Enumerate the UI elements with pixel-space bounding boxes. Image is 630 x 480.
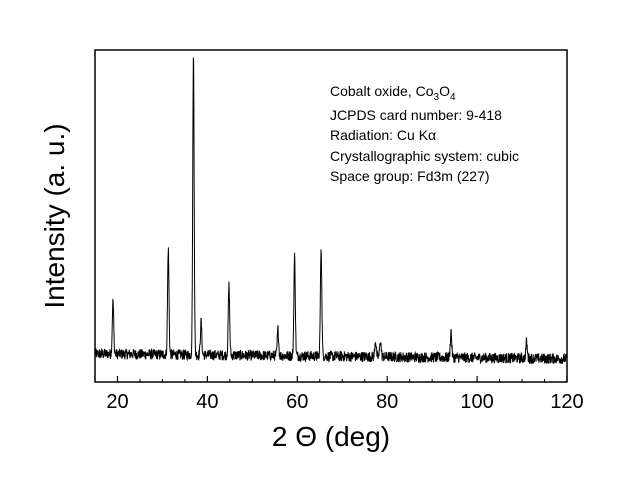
x-tick-label: 40 [196,391,218,413]
x-axis-ticks: 20 40 60 80 100 120 [94,376,584,413]
plot-frame [94,49,568,383]
annotation-line-2: JCPDS card number: 9-418 [330,107,502,123]
series-line [94,57,568,364]
y-axis-title: Intensity (a. u.) [39,123,70,308]
annotation-line-1: Cobalt oxide, Co3O4 [330,83,456,103]
x-tick-label: 20 [106,391,128,413]
annotation-box: Cobalt oxide, Co3O4 JCPDS card number: 9… [330,83,519,184]
x-tick-label: 80 [376,391,398,413]
x-tick-label: 100 [460,391,493,413]
x-tick-label: 60 [286,391,308,413]
annotation-line-5: Space group: Fd3m (227) [330,168,490,184]
x-axis-title: 2 Θ (deg) [272,421,390,452]
annotation-line-4: Crystallographic system: cubic [330,148,519,164]
x-tick-label: 120 [550,391,583,413]
annotation-line-3: Radiation: Cu Kα [330,127,436,143]
